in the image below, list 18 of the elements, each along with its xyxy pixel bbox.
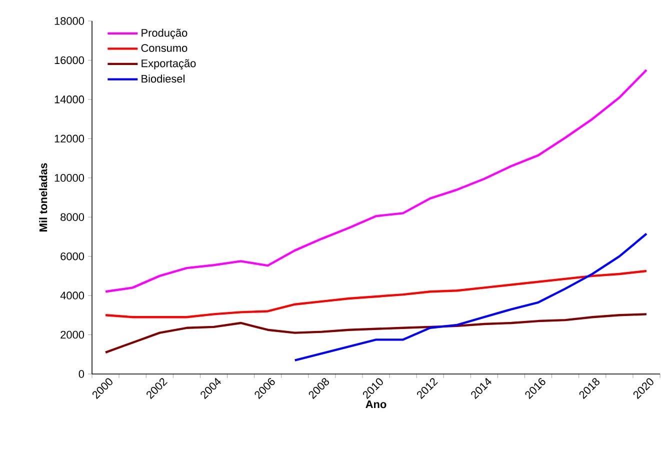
- y-tick-label: 2000: [60, 330, 84, 339]
- line-series: [294, 232, 648, 362]
- line-series: [104, 68, 648, 293]
- y-tick-label: 8000: [60, 213, 84, 221]
- y-tick-label: 0: [78, 370, 84, 378]
- legend-label: Biodiesel: [142, 74, 184, 83]
- y-tick-label: 6000: [60, 252, 84, 260]
- y-tick-label: 16000: [54, 56, 84, 64]
- y-axis-title: Mil toneladas: [39, 163, 48, 232]
- y-tick-label: 14000: [54, 96, 84, 104]
- legend-label: Produção: [142, 28, 188, 39]
- y-tick-label: 10000: [54, 174, 84, 182]
- legend-label: Exportação: [142, 59, 196, 70]
- y-tick-label: 18000: [54, 17, 84, 25]
- y-tick-label: 12000: [54, 134, 84, 143]
- y-tick-label: 4000: [60, 292, 84, 300]
- x-axis-title: Ano: [366, 400, 386, 408]
- legend-label: Consumo: [141, 44, 188, 52]
